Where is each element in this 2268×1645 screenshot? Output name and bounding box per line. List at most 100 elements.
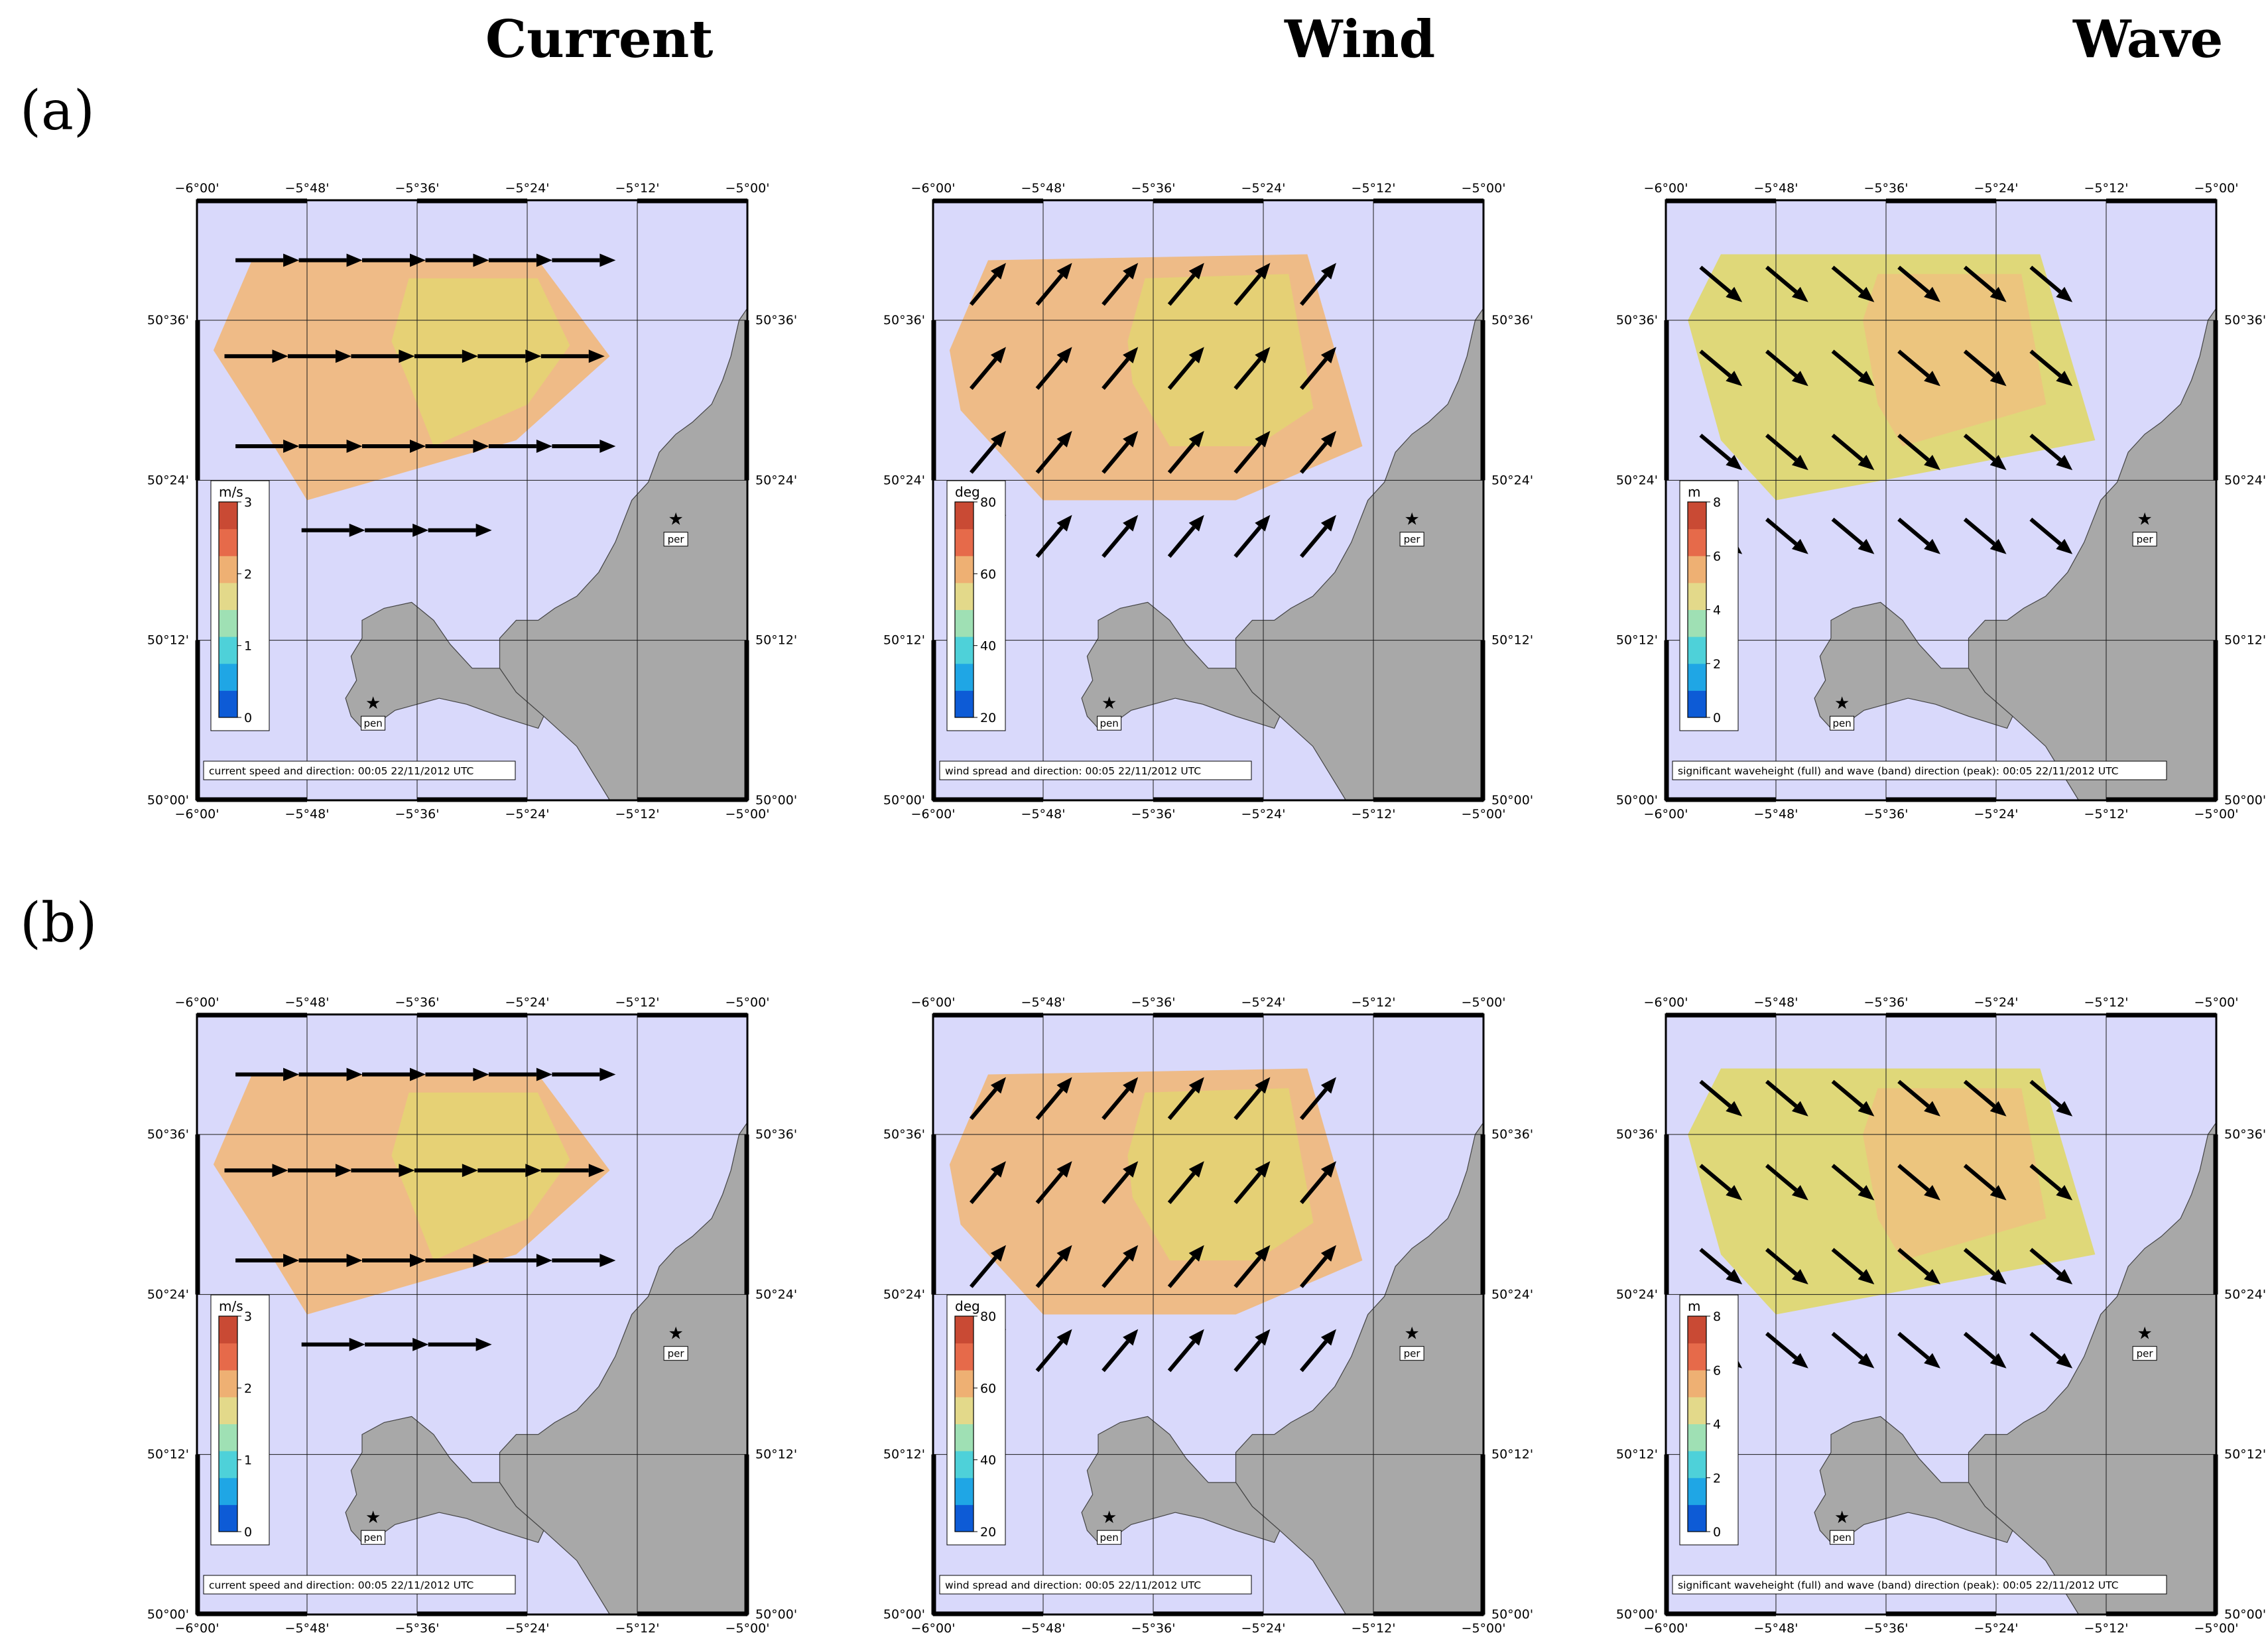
station-label: pen — [363, 717, 382, 729]
lon-tick-label-bottom: −5°00' — [2194, 807, 2239, 822]
lon-tick-label-bottom: −5°00' — [725, 1621, 770, 1636]
direction-arrow — [1831, 1248, 1875, 1285]
lon-tick-label-bottom: −6°00' — [911, 1621, 956, 1636]
direction-arrow — [1167, 1161, 1204, 1204]
lat-tick-label-right: 50°00' — [755, 793, 797, 808]
direction-arrow — [1831, 349, 1875, 387]
svg-text:★: ★ — [668, 1324, 683, 1344]
direction-arrow — [1897, 434, 1940, 471]
lon-tick-label-top: −5°48' — [1021, 995, 1066, 1010]
direction-arrow — [2029, 517, 2073, 554]
station-marker-pen: ★ pen — [1097, 1508, 1122, 1545]
direction-arrow — [552, 253, 616, 267]
direction-arrow — [1897, 1331, 1940, 1369]
direction-arrow — [540, 349, 605, 363]
lon-tick-label-top: −5°00' — [1462, 995, 1506, 1010]
direction-arrow — [1035, 1161, 1072, 1204]
direction-arrow — [1233, 347, 1271, 390]
lon-tick-label-bottom: −5°36' — [395, 807, 440, 822]
direction-arrow — [1897, 1164, 1940, 1201]
lon-tick-label-bottom: −5°48' — [1021, 1621, 1066, 1636]
lon-tick-label-top: −5°48' — [1754, 181, 1798, 196]
direction-arrow — [298, 440, 363, 454]
direction-arrow — [351, 349, 415, 363]
colorbar-tick-label: 60 — [980, 567, 996, 581]
station-label: per — [1404, 1348, 1421, 1360]
land-east — [1968, 306, 2217, 801]
lat-tick-label-right: 50°00' — [2224, 793, 2266, 808]
lon-tick-label-top: −6°00' — [911, 995, 956, 1010]
colorbar-tick-label: 6 — [1713, 549, 1721, 564]
lon-tick-label-bottom: −5°36' — [1131, 1621, 1176, 1636]
direction-arrow — [1102, 263, 1139, 306]
direction-arrow — [1167, 430, 1204, 474]
direction-arrow — [1299, 1245, 1336, 1288]
direction-arrow — [362, 1067, 426, 1081]
colorbar-tick-label: 2 — [244, 567, 252, 581]
station-marker-pen: ★ pen — [361, 694, 386, 731]
lat-tick-label-left: 50°24' — [147, 473, 189, 487]
lat-tick-label-right: 50°36' — [2224, 1127, 2266, 1142]
lon-tick-label-top: −6°00' — [1644, 995, 1688, 1010]
direction-arrow — [301, 1337, 365, 1351]
lat-tick-label-right: 50°24' — [755, 1287, 797, 1302]
lat-tick-label-left: 50°24' — [1616, 473, 1658, 487]
lon-tick-label-bottom: −5°36' — [1864, 807, 1909, 822]
direction-arrow — [365, 1337, 429, 1351]
colorbar-unit: deg — [955, 1298, 980, 1314]
direction-arrow — [540, 1164, 605, 1178]
svg-text:★: ★ — [1834, 1508, 1850, 1528]
map-panel-b-current: −6°00' −6°00' −5°48' −5°48' −5°36' −5°36' −5°2… — [147, 995, 797, 1636]
direction-arrow — [425, 253, 489, 267]
lon-tick-label-top: −5°48' — [1021, 181, 1066, 196]
direction-arrow — [414, 1164, 478, 1178]
lat-tick-label-left: 50°00' — [883, 793, 925, 808]
caption-text: significant waveheight (full) and wave (… — [1678, 765, 2119, 777]
station-label: per — [2137, 1348, 2154, 1360]
colorbar-tick-label: 4 — [1713, 1418, 1721, 1432]
colorbar-tick-label: 0 — [1713, 711, 1721, 725]
land-west — [1814, 601, 2013, 729]
colorbar-tick-label: 40 — [980, 639, 996, 654]
lat-tick-label-left: 50°24' — [147, 1287, 189, 1302]
caption-text: significant waveheight (full) and wave (… — [1678, 1579, 2119, 1591]
direction-arrow — [552, 1067, 616, 1081]
lat-tick-label-left: 50°36' — [883, 313, 925, 328]
land-west — [1081, 601, 1281, 729]
svg-text:★: ★ — [1102, 1508, 1117, 1528]
lat-tick-label-left: 50°36' — [883, 1127, 925, 1142]
svg-text:★: ★ — [2137, 1324, 2152, 1344]
direction-arrow — [298, 1067, 363, 1081]
direction-arrow — [488, 1254, 552, 1268]
caption-text: current speed and direction: 00:05 22/11… — [209, 1579, 473, 1591]
colorbar-tick-label: 2 — [1713, 657, 1721, 672]
direction-arrow — [428, 523, 492, 537]
direction-arrow — [2029, 349, 2073, 387]
direction-arrow — [1233, 430, 1271, 474]
lat-tick-label-left: 50°00' — [1616, 793, 1658, 808]
svg-text:★: ★ — [1834, 694, 1850, 713]
direction-arrow — [362, 1254, 426, 1268]
station-marker-per: ★ per — [663, 510, 688, 547]
direction-arrow — [552, 1254, 616, 1268]
lat-tick-label-right: 50°24' — [2224, 1287, 2266, 1302]
lat-tick-label-left: 50°36' — [147, 1127, 189, 1142]
lat-tick-label-left: 50°12' — [147, 1447, 189, 1462]
colorbar: m/s3 2 1 0 — [210, 1294, 270, 1546]
lon-tick-label-top: −5°12' — [615, 181, 660, 196]
lat-tick-label-left: 50°12' — [883, 633, 925, 648]
lon-tick-label-top: −5°12' — [2084, 181, 2129, 196]
panel-caption: significant waveheight (full) and wave (… — [1672, 1575, 2167, 1595]
direction-arrow — [1167, 515, 1204, 558]
map-panel-a-wave: −6°00' −6°00' −5°48' −5°48' −5°36' −5°36' −5°2… — [1616, 181, 2266, 822]
lon-tick-label-top: −6°00' — [175, 995, 220, 1010]
direction-arrow — [298, 1254, 363, 1268]
panel-caption: current speed and direction: 00:05 22/11… — [203, 1575, 516, 1595]
lon-tick-label-bottom: −5°48' — [1754, 807, 1798, 822]
lat-tick-label-right: 50°36' — [755, 1127, 797, 1142]
land-west — [345, 601, 544, 729]
lon-tick-label-top: −5°24' — [1241, 181, 1286, 196]
station-marker-pen: ★ pen — [1830, 1508, 1855, 1545]
lat-tick-label-right: 50°12' — [1491, 633, 1533, 648]
direction-arrow — [1831, 1079, 1875, 1117]
